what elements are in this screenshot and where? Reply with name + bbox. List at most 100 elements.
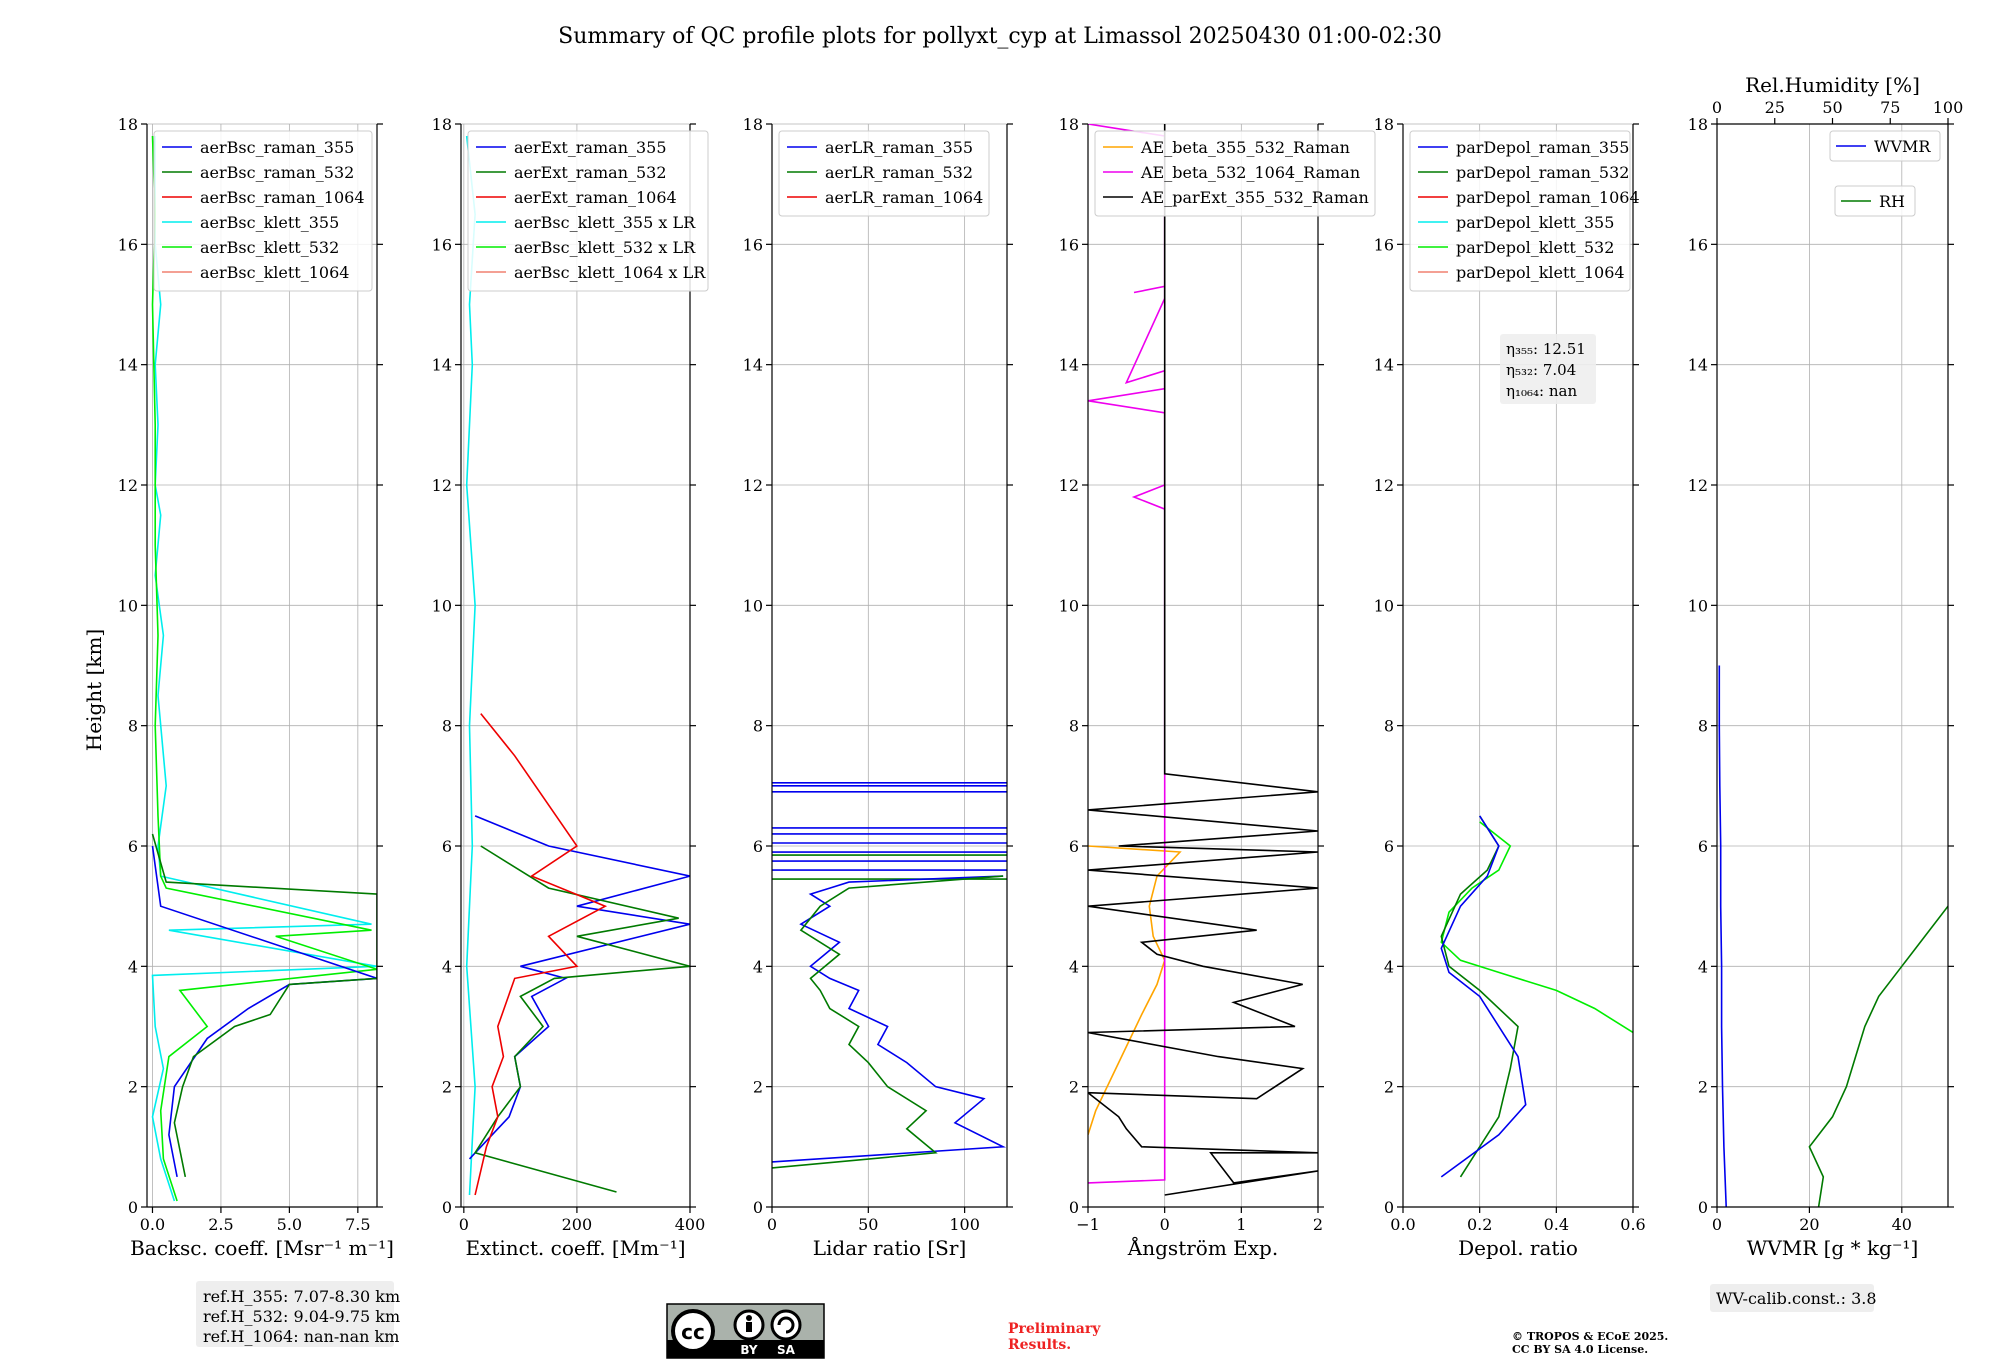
legend-label: aerLR_raman_532 — [825, 163, 973, 182]
legend-label: parDepol_raman_1064 — [1456, 188, 1640, 207]
x-tick-label: 0.0 — [1390, 1215, 1415, 1234]
ref-h-1064: ref.H_1064: nan-nan km — [203, 1327, 399, 1346]
y-tick-label: 16 — [1374, 235, 1394, 254]
legend-box — [153, 130, 373, 292]
legend-label: AE_beta_532_1064_Raman — [1140, 163, 1360, 182]
panel-lr: 0 2 4 6 8 10 12 14 16 18 0 50 100 Lidar ratio [Sr] aer… — [743, 115, 1013, 1260]
y-tick-label: 16 — [118, 235, 138, 254]
legend-label: AE_beta_355_532_Raman — [1140, 138, 1350, 157]
series-line — [151, 136, 377, 1202]
plot-area — [151, 135, 377, 1202]
series-line — [1088, 124, 1166, 1184]
eta-label: η₃₅₅: 12.51 — [1506, 340, 1586, 358]
legend-box — [778, 130, 990, 217]
cc-sa-label: SA — [777, 1343, 796, 1357]
x-tick-label: 0.2 — [1467, 1215, 1492, 1234]
x-axis-label: Lidar ratio [Sr] — [813, 1236, 967, 1260]
y-tick-label: 8 — [753, 717, 763, 736]
y-tick-label: 6 — [1384, 837, 1394, 856]
y-tick-label: 4 — [128, 957, 138, 976]
legend-label: aerBsc_raman_355 — [200, 138, 354, 157]
legend-label: aerLR_raman_355 — [825, 138, 973, 157]
x-tick-label: 2.5 — [208, 1215, 233, 1234]
x-tick-label: 2 — [1313, 1215, 1323, 1234]
x-tick-label: 0.4 — [1544, 1215, 1569, 1234]
x-tick-label: 0 — [767, 1215, 777, 1234]
by-person-head — [746, 1315, 752, 1321]
y-tick-label: 4 — [1384, 957, 1394, 976]
x-tick-label: 200 — [562, 1215, 593, 1234]
x-tick-label: 40 — [1892, 1215, 1912, 1234]
legend-label: aerExt_raman_532 — [514, 163, 667, 182]
y-tick-label: 6 — [128, 837, 138, 856]
legend-label: parDepol_raman_532 — [1456, 163, 1629, 182]
legend-label: parDepol_raman_355 — [1456, 138, 1629, 157]
y-tick-label: 10 — [1059, 596, 1079, 615]
ref-height-box: ref.H_355: 7.07-8.30 km ref.H_532: 9.04-… — [196, 1281, 400, 1347]
y-tick-label: 14 — [118, 356, 138, 375]
y-tick-label: 14 — [1059, 356, 1079, 375]
x-tick-label: 1 — [1236, 1215, 1246, 1234]
plot-area — [465, 135, 690, 1196]
y-tick-label: 18 — [743, 115, 763, 134]
y-tick-label: 10 — [1374, 596, 1394, 615]
top-x-tick-label: 100 — [1933, 98, 1964, 117]
top-x-tick-label: 50 — [1822, 98, 1842, 117]
x-tick-label: −1 — [1076, 1215, 1100, 1234]
by-person-body — [746, 1322, 752, 1332]
ref-box-bg — [196, 1281, 394, 1347]
legend-label: aerBsc_klett_532 x LR — [514, 238, 696, 257]
y-tick-label: 12 — [118, 476, 138, 495]
y-tick-label: 12 — [1059, 476, 1079, 495]
sa-share-icon — [770, 1309, 802, 1341]
eta-box — [1500, 334, 1596, 404]
series-line — [474, 713, 608, 1196]
y-tick-label: 6 — [1069, 837, 1079, 856]
sa-share-arc — [777, 1316, 795, 1334]
legend-label: aerBsc_klett_355 — [200, 213, 339, 232]
legend: AE_beta_355_532_Raman AE_beta_532_1064_Ra… — [1094, 130, 1376, 217]
y-tick-label: 18 — [118, 115, 138, 134]
y-tick-label: 6 — [442, 837, 452, 856]
series-line — [1440, 821, 1633, 1034]
y-tick-label: 6 — [753, 837, 763, 856]
series-line — [151, 845, 377, 1178]
cc-license-badge: cc BY SA — [666, 1303, 825, 1359]
y-tick-label: 10 — [1688, 596, 1708, 615]
legend-label: aerExt_raman_355 — [514, 138, 667, 157]
y-tick-label: 10 — [432, 596, 452, 615]
legend-label: parDepol_klett_355 — [1456, 213, 1614, 232]
x-tick-label: 400 — [675, 1215, 706, 1234]
y-tick-label: 16 — [432, 235, 452, 254]
y-tick-label: 14 — [1688, 356, 1708, 375]
legend: aerLR_raman_355 aerLR_raman_532 aerLR_rama… — [778, 130, 990, 217]
x-tick-label: 5.0 — [277, 1215, 302, 1234]
y-tick-label: 18 — [432, 115, 452, 134]
legend-label: aerBsc_klett_1064 x LR — [514, 263, 706, 282]
y-tick-label: 16 — [743, 235, 763, 254]
legend-label: aerLR_raman_1064 — [825, 188, 983, 207]
y-tick-label: 2 — [442, 1078, 452, 1097]
x-tick-label: 0 — [459, 1215, 469, 1234]
x-tick-label: 0.6 — [1620, 1215, 1645, 1234]
y-tick-label: 2 — [1069, 1078, 1079, 1097]
y-tick-label: 14 — [743, 356, 763, 375]
panel-depol: 0 2 4 6 8 10 12 14 16 18 0.0 0.2 0.4 0.6 Depol. ratio p… — [1374, 115, 1646, 1260]
legend: aerBsc_raman_355 aerBsc_raman_532 aerBsc_r… — [153, 130, 373, 292]
y-tick-label: 0 — [128, 1198, 138, 1217]
y-tick-label: 8 — [1698, 717, 1708, 736]
legend: WVMR RH — [1829, 130, 1941, 217]
y-tick-label: 0 — [442, 1198, 452, 1217]
series-line — [1808, 904, 1948, 1207]
y-tick-label: 18 — [1374, 115, 1394, 134]
legend-label: aerExt_raman_1064 — [514, 188, 677, 207]
series-line — [151, 833, 377, 1178]
y-tick-label: 4 — [1698, 957, 1708, 976]
legend: parDepol_raman_355 parDepol_raman_532 parD… — [1409, 130, 1640, 292]
x-axis-label: WVMR [g * kg⁻¹] — [1747, 1236, 1919, 1260]
series-line — [1088, 124, 1318, 1196]
legend-label: aerBsc_klett_1064 — [200, 263, 349, 282]
cc-icon — [671, 1309, 715, 1353]
